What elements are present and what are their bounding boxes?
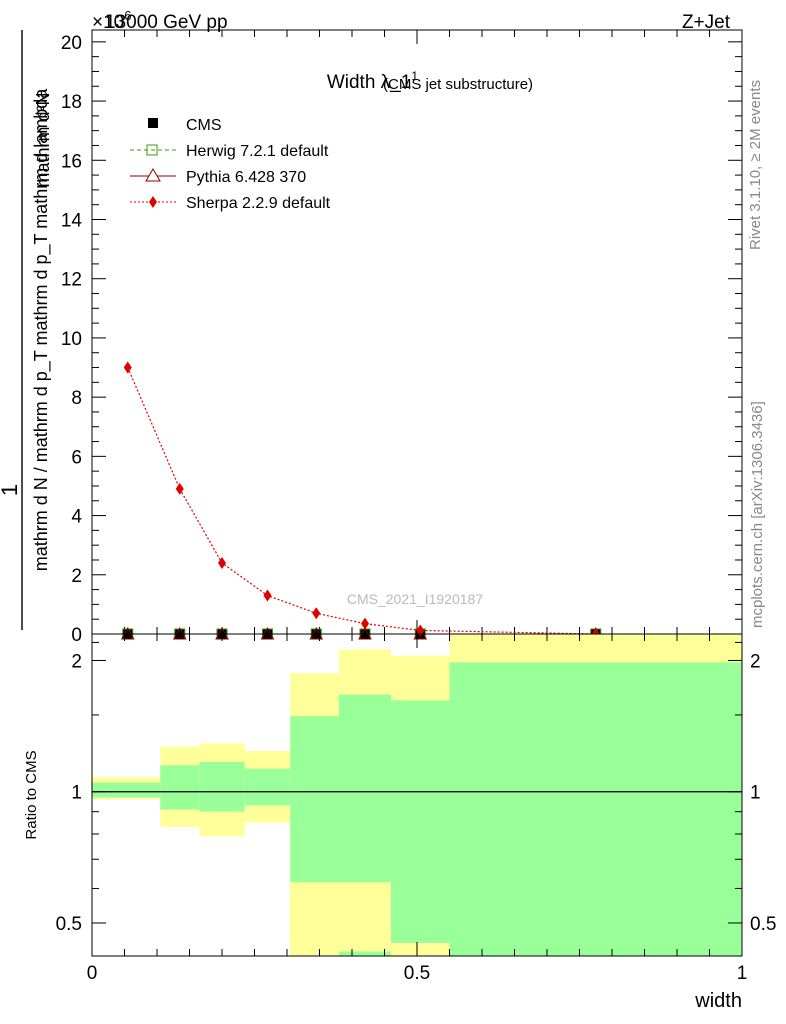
- sherpa-line: [127, 367, 596, 635]
- ratio-y-tick-label-right: 2: [750, 651, 761, 672]
- uncertainty-band-inner: [92, 782, 161, 798]
- uncertainty-band-inner: [449, 662, 742, 956]
- energy-label: 13000 GeV pp: [105, 12, 228, 33]
- uncertainty-band-inner: [391, 700, 450, 956]
- watermark: CMS_2021_I1920187: [347, 591, 483, 607]
- legend: CMS Herwig 7.2.1 default Pythia 6.428 37…: [130, 117, 331, 212]
- sherpa-point: [263, 589, 272, 602]
- uncertainty-band-inner: [244, 768, 291, 806]
- uncertainty-band-outer-lower: [391, 942, 450, 956]
- ratio-y-tick-label: 1: [71, 783, 82, 804]
- y-tick-label: 18: [61, 92, 82, 113]
- uncertainty-band-inner: [199, 761, 245, 812]
- legend-marker-sherpa: [149, 196, 157, 208]
- sherpa-point: [218, 556, 226, 569]
- sherpa-point: [416, 624, 425, 637]
- uncertainty-band-outer-lower: [290, 882, 339, 956]
- legend-marker-herwig: [146, 144, 158, 156]
- y-tick-label: 2: [71, 566, 82, 587]
- sherpa-point: [175, 482, 184, 495]
- y-tick-label: 10: [61, 329, 82, 350]
- sherpa-point: [312, 607, 321, 620]
- legend-marker-cms: [148, 118, 158, 128]
- legend-label-sherpa: Sherpa 2.2.9 default: [186, 195, 331, 212]
- exponent-label: ×106: [92, 8, 131, 33]
- ratio-y-label: Ratio to CMS: [23, 750, 40, 839]
- legend-label-herwig: Herwig 7.2.1 default: [186, 143, 329, 160]
- sherpa-point: [361, 617, 369, 630]
- x-tick-label: 1: [737, 963, 748, 984]
- y-label-denominator: mathrm d N / mathrm d p_T mathrm d p_T m…: [31, 88, 52, 571]
- legend-marker-pythia: [145, 168, 161, 182]
- y-tick-label: 4: [71, 507, 82, 528]
- ratio-y-axis: 0.5 0.5 1 1 2 2: [56, 641, 776, 935]
- ratio-x-axis: 0 0.5 1: [87, 634, 748, 984]
- ratio-y-tick-label: 0.5: [56, 914, 82, 935]
- y-label-top: mathrm d²N: [33, 92, 53, 187]
- main-y-axis: 0 2 4 6 8 10 12 14 16 18 20: [61, 33, 742, 646]
- legend-label-pythia: Pythia 6.428 370: [186, 169, 306, 186]
- y-tick-label: 12: [61, 270, 82, 291]
- y-tick-label: 8: [71, 388, 82, 409]
- ratio-y-tick-label: 2: [71, 651, 82, 672]
- y-tick-label: 14: [61, 210, 83, 231]
- legend-label-cms: CMS: [186, 117, 222, 134]
- x-axis-label: width: [694, 990, 742, 1012]
- chart-subtitle: (CMS jet substructure): [383, 76, 533, 93]
- uncertainty-band-inner: [160, 765, 200, 810]
- ratio-bands: [92, 634, 742, 956]
- rivet-label: Rivet 3.1.10, ≥ 2M events: [747, 80, 764, 250]
- y-tick-label: 16: [61, 151, 82, 172]
- ratio-y-tick-label-right: 1: [750, 783, 761, 804]
- ratio-y-tick-label-right: 0.5: [750, 914, 776, 935]
- ratio-panel: 0.5 0.51 12 2 0 0.5 1 Ratio to CMS width: [23, 633, 776, 1012]
- process-label: Z+Jet: [682, 12, 731, 33]
- mcplots-label: mcplots.cern.ch [arXiv:1306.3436]: [749, 401, 766, 628]
- y-tick-label: 20: [61, 33, 82, 54]
- uncertainty-band-outer-lower: [339, 882, 391, 952]
- y-tick-label: 6: [71, 447, 82, 468]
- x-tick-label: 0.5: [404, 963, 430, 984]
- y-tick-label: 0: [71, 625, 82, 646]
- main-y-label: 1 mathrm d²N mathrm d N / mathrm d p_T m…: [0, 30, 53, 630]
- main-panel: 0 2 4 6 8 10 12 14 16 18 20 Width λ_11 (CMS jet su…: [0, 29, 743, 646]
- chart-title: Width λ_11: [327, 69, 418, 93]
- sherpa-point: [123, 361, 132, 374]
- y-label-numerator: 1: [0, 484, 22, 496]
- x-tick-label: 0: [87, 963, 98, 984]
